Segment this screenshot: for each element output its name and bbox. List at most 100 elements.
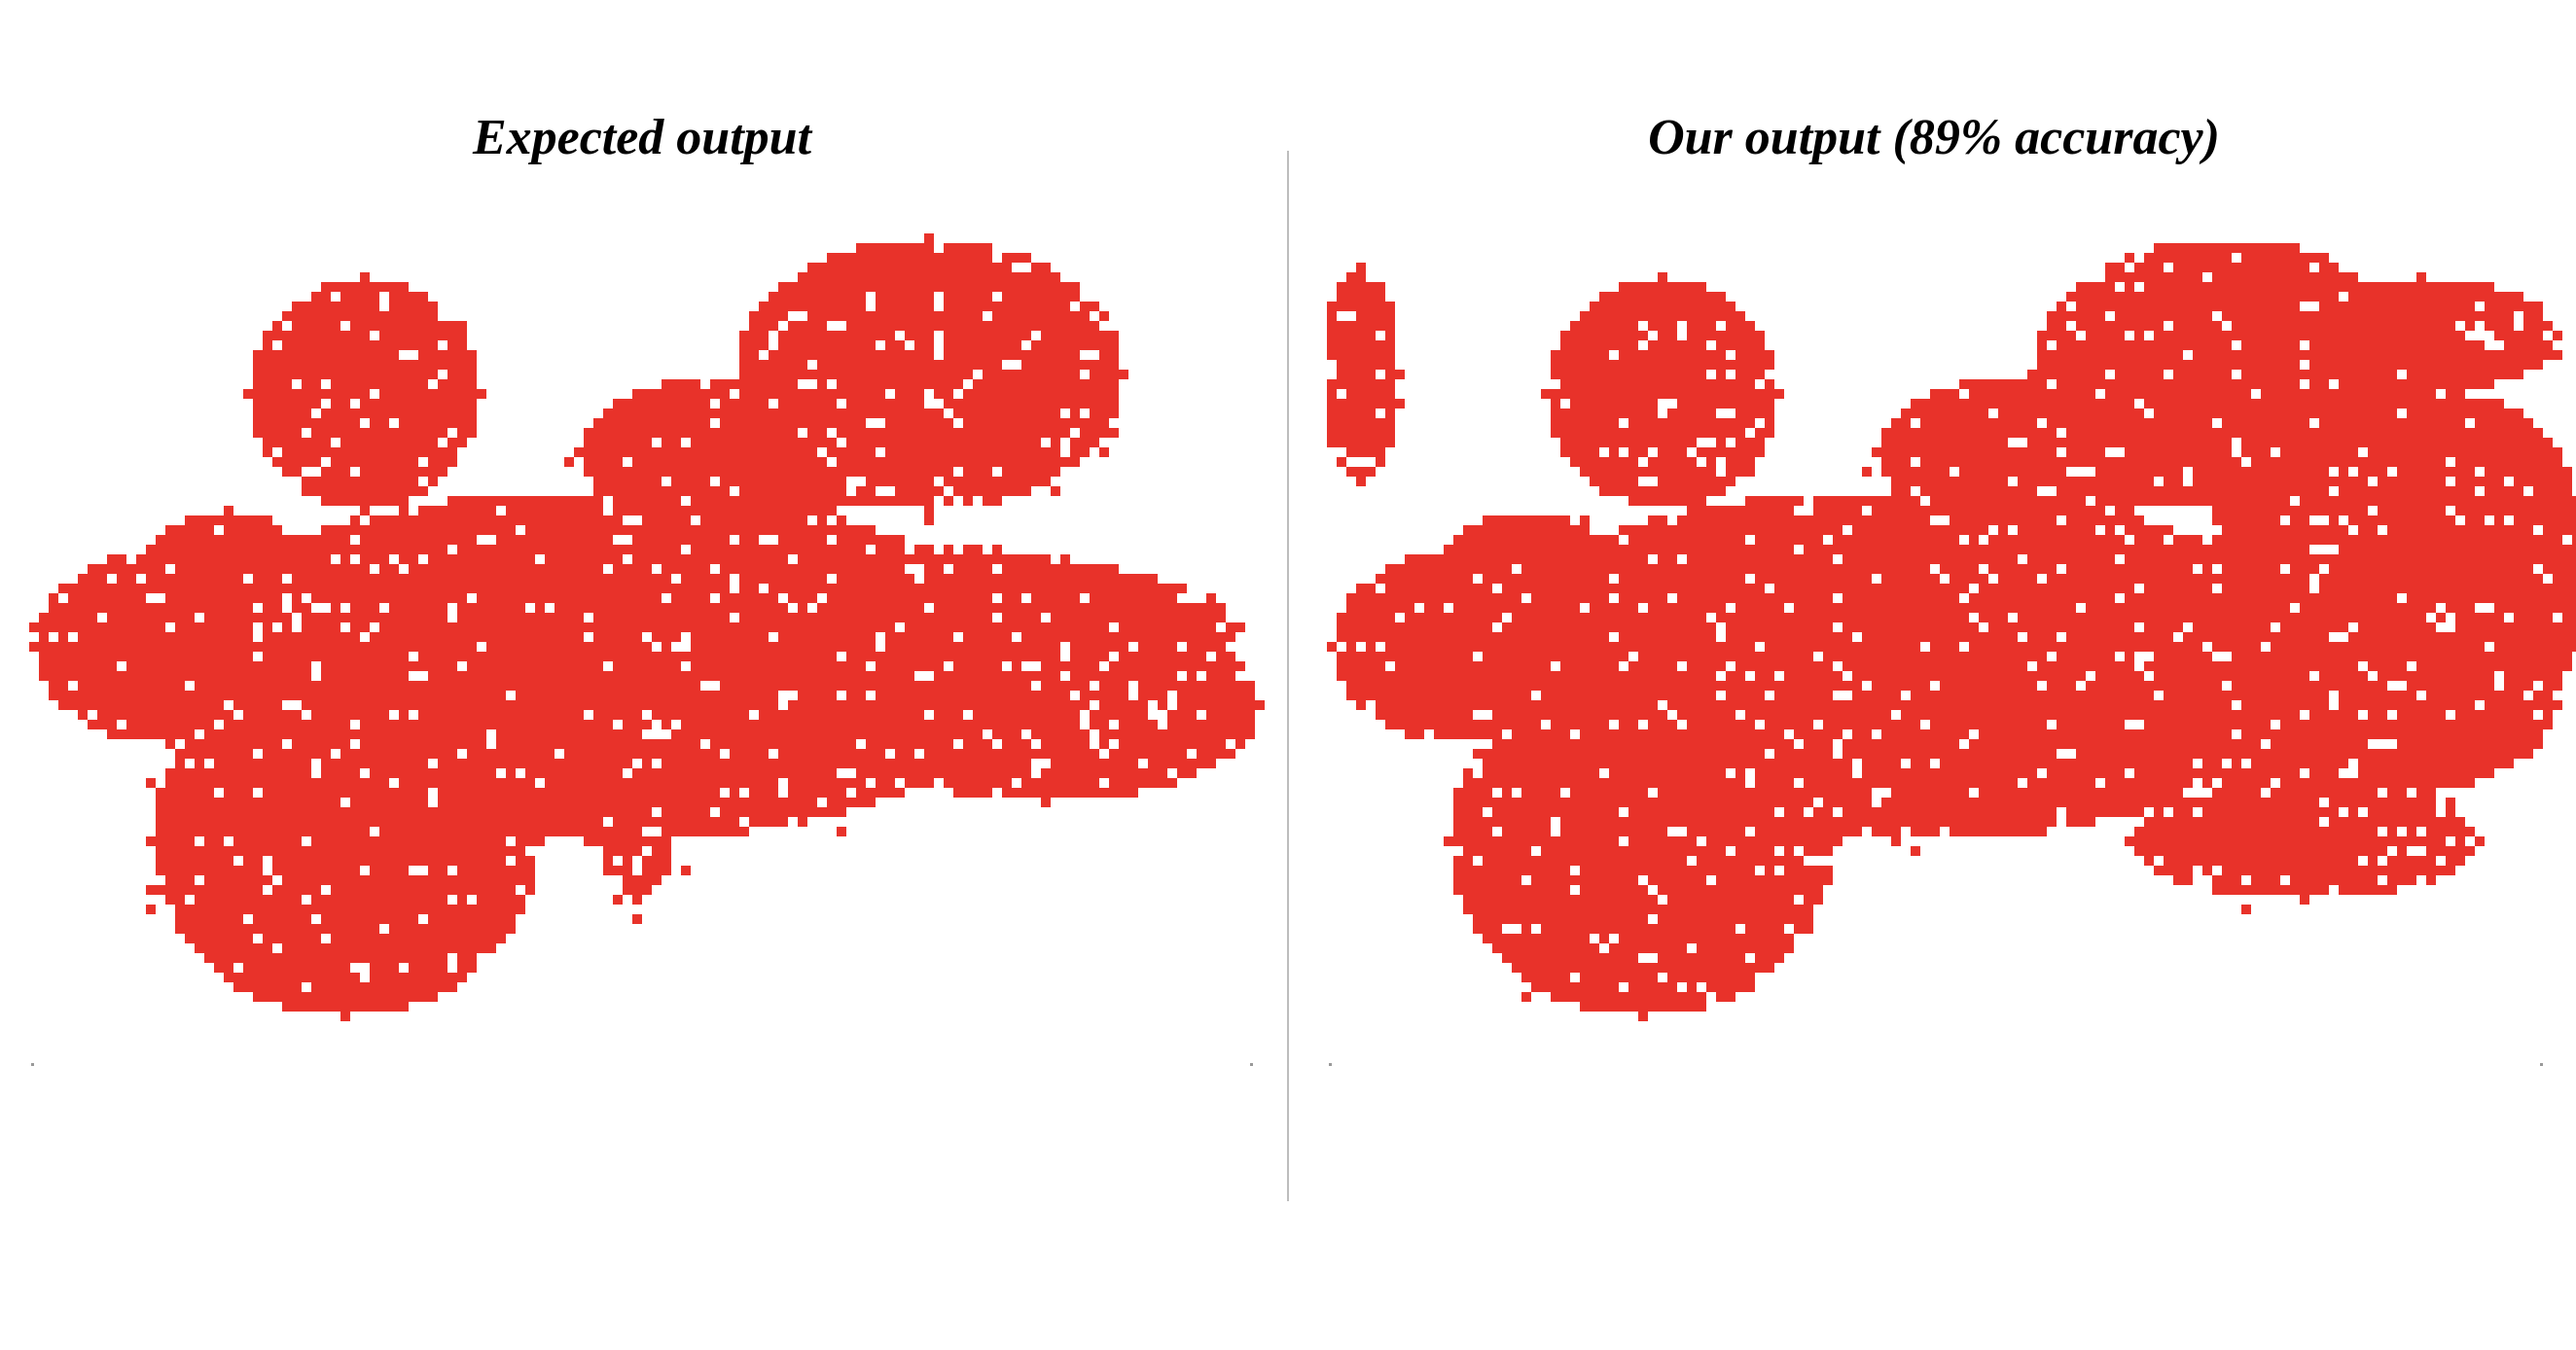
mask-pixel (720, 768, 730, 778)
mask-pixel (506, 496, 516, 506)
mask-pixel (506, 681, 516, 691)
mask-pixel (311, 836, 321, 846)
mask-pixel (856, 389, 866, 399)
mask-pixel (360, 535, 370, 545)
mask-pixel (1119, 739, 1128, 749)
mask-pixel (331, 671, 340, 681)
mask-pixel (1099, 613, 1109, 622)
mask-pixel (1012, 486, 1021, 496)
mask-pixel (885, 379, 895, 389)
mask-pixel (535, 836, 545, 846)
mask-pixel (885, 622, 895, 632)
mask-pixel (905, 350, 914, 360)
mask-pixel (963, 545, 973, 554)
mask-pixel (759, 360, 769, 370)
mask-pixel (710, 827, 720, 836)
mask-pixel (360, 739, 370, 749)
mask-pixel (564, 642, 574, 652)
mask-pixel (447, 710, 457, 720)
mask-pixel (311, 389, 321, 399)
mask-pixel (973, 564, 983, 574)
mask-pixel (769, 584, 778, 593)
mask-pixel (963, 788, 973, 798)
mask-pixel (788, 428, 798, 438)
mask-pixel (370, 340, 379, 350)
mask-pixel (1206, 700, 1216, 710)
mask-pixel (1012, 642, 1021, 652)
mask-pixel (496, 574, 506, 584)
mask-pixel (895, 584, 905, 593)
mask-pixel (447, 798, 457, 807)
mask-pixel (321, 438, 331, 447)
mask-pixel (214, 613, 224, 622)
mask-pixel (321, 759, 331, 768)
mask-pixel (555, 632, 564, 642)
mask-pixel (1158, 739, 1167, 749)
mask-pixel (350, 671, 360, 681)
mask-pixel (876, 720, 885, 729)
mask-pixel (321, 574, 331, 584)
mask-pixel (730, 720, 739, 729)
mask-pixel (1002, 691, 1012, 700)
mask-pixel (885, 311, 895, 321)
mask-pixel (691, 409, 700, 418)
mask-pixel (399, 554, 409, 564)
mask-pixel (1060, 613, 1070, 622)
mask-pixel (165, 856, 175, 866)
mask-pixel (88, 642, 97, 652)
mask-pixel (486, 836, 496, 846)
mask-pixel (691, 603, 700, 613)
mask-pixel (778, 428, 788, 438)
mask-pixel (856, 603, 866, 613)
mask-pixel (204, 710, 214, 720)
mask-pixel (243, 759, 253, 768)
mask-pixel (603, 749, 613, 759)
mask-pixel (97, 681, 107, 691)
mask-pixel (798, 399, 807, 409)
mask-pixel (233, 768, 243, 778)
mask-pixel (272, 350, 282, 360)
mask-pixel (409, 642, 418, 652)
mask-pixel (457, 768, 467, 778)
mask-pixel (555, 798, 564, 807)
mask-pixel (623, 681, 632, 691)
mask-pixel (934, 379, 944, 389)
mask-pixel (983, 418, 992, 428)
mask-pixel (516, 506, 525, 515)
mask-pixel (613, 827, 623, 836)
mask-pixel (739, 671, 749, 681)
mask-pixel (662, 457, 671, 467)
mask-pixel (321, 768, 331, 778)
mask-pixel (827, 720, 837, 729)
mask-pixel (292, 331, 302, 340)
mask-pixel (204, 545, 214, 554)
mask-pixel (953, 613, 963, 622)
mask-pixel (302, 574, 311, 584)
mask-pixel (769, 545, 778, 554)
mask-pixel (973, 282, 983, 292)
mask-pixel (1148, 749, 1158, 759)
mask-pixel (1051, 292, 1060, 302)
mask-pixel (944, 253, 953, 263)
mask-pixel (477, 788, 486, 798)
mask-pixel (1158, 671, 1167, 681)
mask-pixel (1119, 671, 1128, 681)
mask-pixel (224, 652, 233, 661)
mask-pixel (555, 545, 564, 554)
mask-pixel (58, 671, 68, 681)
mask-pixel (185, 778, 195, 788)
mask-pixel (564, 545, 574, 554)
mask-pixel (623, 671, 632, 681)
mask-pixel (360, 496, 370, 506)
mask-pixel (399, 525, 409, 535)
mask-pixel (302, 370, 311, 379)
mask-pixel (1245, 710, 1255, 720)
mask-pixel (1138, 778, 1148, 788)
mask-pixel (905, 642, 914, 652)
mask-pixel (827, 788, 837, 798)
mask-pixel (593, 778, 603, 788)
mask-pixel (1090, 379, 1099, 389)
mask-pixel (876, 778, 885, 788)
mask-pixel (963, 438, 973, 447)
mask-pixel (914, 768, 924, 778)
